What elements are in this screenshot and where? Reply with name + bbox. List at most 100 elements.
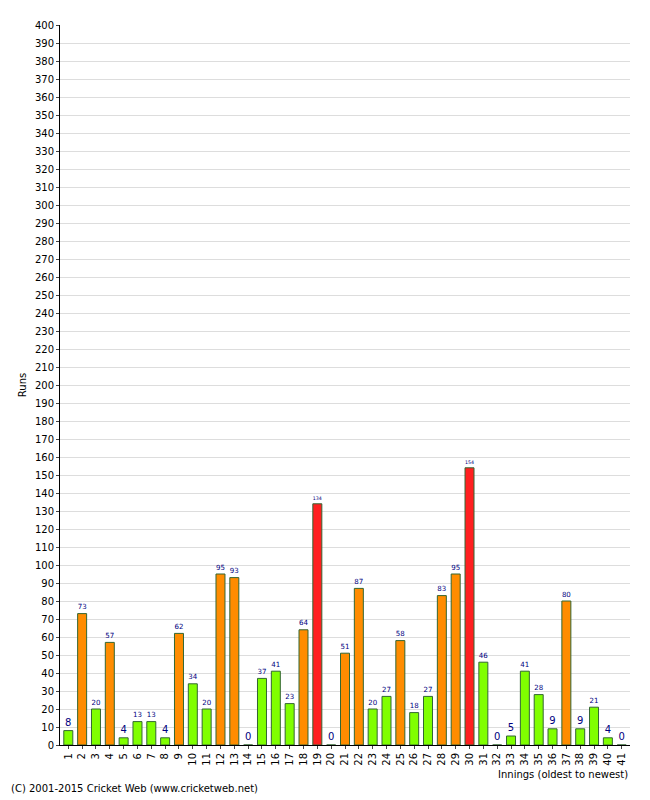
svg-text:6: 6 <box>132 753 143 759</box>
svg-text:95: 95 <box>216 563 225 572</box>
svg-text:27: 27 <box>424 685 433 694</box>
svg-text:200: 200 <box>35 380 54 391</box>
svg-text:80: 80 <box>41 596 54 607</box>
svg-text:400: 400 <box>35 20 54 31</box>
svg-text:41: 41 <box>271 660 280 669</box>
svg-text:34: 34 <box>188 672 197 681</box>
svg-text:20: 20 <box>91 698 100 707</box>
svg-text:0: 0 <box>619 731 625 742</box>
svg-text:30: 30 <box>41 686 54 697</box>
svg-text:10: 10 <box>41 722 54 733</box>
svg-text:350: 350 <box>35 110 54 121</box>
svg-text:7: 7 <box>146 753 157 759</box>
svg-text:23: 23 <box>367 753 378 766</box>
svg-text:154: 154 <box>465 460 474 465</box>
svg-text:28: 28 <box>436 753 447 766</box>
svg-text:140: 140 <box>35 488 54 499</box>
svg-text:90: 90 <box>41 578 54 589</box>
svg-text:11: 11 <box>201 753 212 766</box>
svg-text:50: 50 <box>41 650 54 661</box>
svg-text:23: 23 <box>285 692 294 701</box>
svg-text:30: 30 <box>464 753 475 766</box>
svg-text:41: 41 <box>520 660 529 669</box>
svg-text:134: 134 <box>313 496 322 501</box>
svg-text:390: 390 <box>35 38 54 49</box>
svg-text:300: 300 <box>35 200 54 211</box>
svg-text:19: 19 <box>312 753 323 766</box>
svg-text:(C) 2001-2015 Cricket Web (www: (C) 2001-2015 Cricket Web (www.cricketwe… <box>11 783 258 794</box>
svg-text:4: 4 <box>104 753 115 759</box>
svg-text:18: 18 <box>298 753 309 766</box>
svg-text:37: 37 <box>561 753 572 766</box>
svg-text:41: 41 <box>616 753 627 766</box>
svg-text:0: 0 <box>48 740 54 751</box>
svg-text:160: 160 <box>35 452 54 463</box>
svg-text:150: 150 <box>35 470 54 481</box>
svg-text:4: 4 <box>162 724 168 735</box>
svg-text:290: 290 <box>35 218 54 229</box>
svg-text:31: 31 <box>478 753 489 766</box>
svg-text:210: 210 <box>35 362 54 373</box>
svg-text:80: 80 <box>562 590 571 599</box>
svg-text:37: 37 <box>258 667 267 676</box>
svg-text:9: 9 <box>549 715 555 726</box>
svg-text:83: 83 <box>437 584 446 593</box>
svg-text:15: 15 <box>256 753 267 766</box>
svg-text:38: 38 <box>574 753 585 766</box>
svg-text:330: 330 <box>35 146 54 157</box>
svg-text:0: 0 <box>328 731 334 742</box>
svg-text:1: 1 <box>63 753 74 759</box>
svg-text:260: 260 <box>35 272 54 283</box>
svg-text:40: 40 <box>602 753 613 766</box>
svg-text:95: 95 <box>451 563 460 572</box>
svg-text:180: 180 <box>35 416 54 427</box>
svg-text:14: 14 <box>242 753 253 766</box>
svg-text:21: 21 <box>590 696 599 705</box>
svg-text:20: 20 <box>202 698 211 707</box>
svg-text:62: 62 <box>174 622 183 631</box>
svg-text:20: 20 <box>325 753 336 766</box>
svg-text:35: 35 <box>533 753 544 766</box>
svg-text:25: 25 <box>395 753 406 766</box>
svg-text:8: 8 <box>159 753 170 759</box>
svg-text:5: 5 <box>118 753 129 759</box>
svg-text:60: 60 <box>41 632 54 643</box>
svg-text:100: 100 <box>35 560 54 571</box>
svg-text:9: 9 <box>577 715 583 726</box>
svg-text:Runs: Runs <box>17 373 28 397</box>
svg-text:64: 64 <box>299 618 308 627</box>
svg-text:22: 22 <box>353 753 364 766</box>
svg-text:27: 27 <box>422 753 433 766</box>
svg-text:39: 39 <box>588 753 599 766</box>
svg-text:58: 58 <box>396 629 405 638</box>
svg-text:16: 16 <box>270 753 281 766</box>
svg-text:190: 190 <box>35 398 54 409</box>
svg-text:34: 34 <box>519 753 530 766</box>
svg-text:33: 33 <box>505 753 516 766</box>
svg-text:0: 0 <box>245 731 251 742</box>
svg-text:9: 9 <box>173 753 184 759</box>
svg-text:36: 36 <box>547 753 558 766</box>
svg-text:93: 93 <box>230 566 239 575</box>
svg-text:5: 5 <box>508 722 514 733</box>
svg-text:0: 0 <box>494 731 500 742</box>
svg-text:13: 13 <box>229 753 240 766</box>
svg-text:87: 87 <box>354 577 363 586</box>
svg-text:3: 3 <box>90 753 101 759</box>
svg-text:130: 130 <box>35 506 54 517</box>
svg-text:28: 28 <box>534 683 543 692</box>
svg-text:340: 340 <box>35 128 54 139</box>
svg-text:26: 26 <box>408 753 419 766</box>
svg-text:310: 310 <box>35 182 54 193</box>
svg-text:13: 13 <box>133 710 142 719</box>
svg-text:8: 8 <box>65 717 71 728</box>
svg-text:51: 51 <box>341 642 350 651</box>
svg-text:32: 32 <box>491 753 502 766</box>
svg-text:380: 380 <box>35 56 54 67</box>
svg-text:10: 10 <box>187 753 198 766</box>
svg-text:17: 17 <box>284 753 295 766</box>
svg-text:73: 73 <box>78 602 87 611</box>
svg-text:27: 27 <box>382 685 391 694</box>
svg-text:110: 110 <box>35 542 54 553</box>
svg-text:2: 2 <box>76 753 87 759</box>
